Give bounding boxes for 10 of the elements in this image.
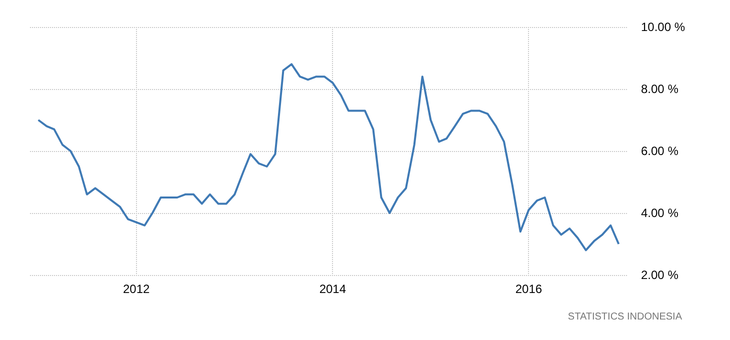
y-tick-label: 6.00 % [641, 144, 679, 158]
text: STATISTICS INDONESIA [568, 312, 682, 322]
x-tick-label: 2016 [515, 282, 542, 296]
y-tick-label: 4.00 % [641, 206, 679, 220]
y-tick-label: 2.00 % [641, 268, 679, 282]
x-tick-label: 2014 [319, 282, 346, 296]
y-tick-label: 8.00 % [641, 82, 679, 96]
line-series [37, 63, 620, 252]
x-tick-label: 2012 [122, 282, 150, 296]
y-tick-label: 10.00 % [641, 20, 686, 34]
